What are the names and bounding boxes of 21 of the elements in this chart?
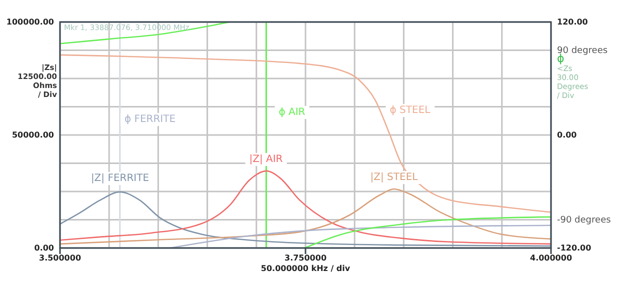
y-tick-label: 50000.00 — [12, 130, 54, 140]
line-series — [59, 54, 552, 213]
y2-tick-label: 0.00 — [557, 130, 578, 140]
x-tick-label: 3.750000 — [284, 254, 327, 263]
y-tick-label: 100000.00 — [6, 18, 54, 27]
x-tick-label: 4.000000 — [530, 254, 572, 263]
line-series — [59, 170, 552, 245]
y2-tick-label: 120.00 — [557, 18, 588, 27]
series-label: |Z| AIR — [249, 154, 283, 165]
y2-tick-label: -90 degrees — [557, 216, 612, 226]
line-series — [169, 224, 552, 249]
text: ϕ AIR — [278, 107, 306, 118]
y-axis-title: |Zs| 12500.00 Ohms / Div — [18, 63, 58, 99]
y2-tick-label: -120.00 — [557, 244, 592, 253]
x-axis-title: 50.000000 kHz / div — [260, 264, 351, 273]
text: ϕ FERRITE — [124, 114, 176, 125]
x-tick-label: 3.500000 — [38, 254, 82, 263]
y-tick-label: 0.00 — [34, 244, 54, 253]
series-label: |Z| STEEL — [370, 172, 418, 183]
series-label: ϕ STEEL — [390, 105, 431, 116]
series-label: |Z| FERRITE — [90, 173, 150, 184]
